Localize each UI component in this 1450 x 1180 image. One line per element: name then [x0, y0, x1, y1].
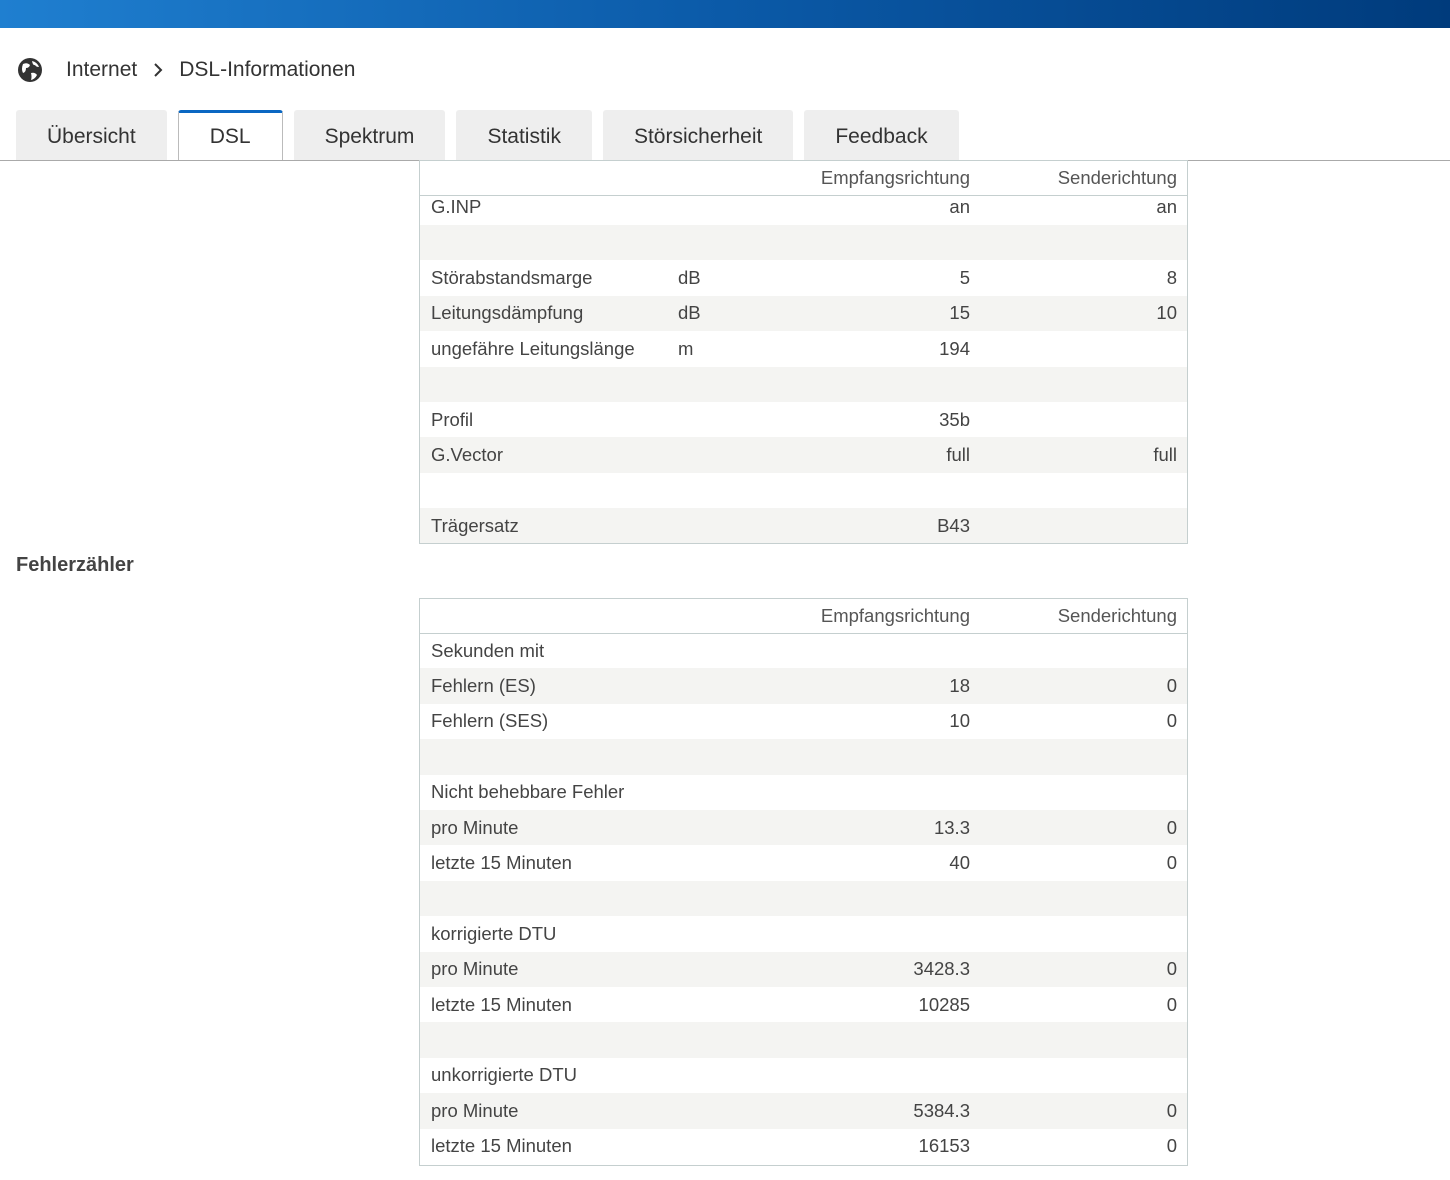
tab[interactable]: Störsicherheit — [602, 110, 794, 160]
cell-tx: 0 — [1166, 958, 1177, 980]
cell-tx: 0 — [1166, 993, 1177, 1015]
tab[interactable]: Feedback — [804, 110, 959, 160]
tab[interactable]: Spektrum — [293, 110, 446, 160]
cell-tx: 0 — [1166, 852, 1177, 874]
tab[interactable]: Statistik — [456, 110, 592, 160]
table-row: korrigierte DTU — [420, 916, 1187, 951]
table-row: letzte 15 Minuten 10285 0 — [420, 987, 1187, 1022]
cell-label: letzte 15 Minuten — [431, 852, 572, 874]
cell-label: Profil — [431, 408, 474, 430]
cell-label: G.INP — [431, 196, 482, 218]
header-rx: Empfangsrichtung — [820, 167, 970, 188]
spacer-row — [420, 880, 1187, 917]
cell-unit: dB — [678, 302, 701, 324]
table-row: G.INP an an — [420, 190, 1187, 225]
cell-rx: 3428.3 — [913, 958, 970, 980]
cell-label: Störabstandsmarge — [431, 266, 593, 288]
cell-tx: 10 — [1156, 302, 1177, 324]
cell-unit: m — [678, 337, 694, 359]
cell-label: Fehlern (SES) — [431, 710, 549, 732]
cell-label: ungefähre Leitungslänge — [431, 337, 635, 359]
cell-label: Nicht behebbare Fehler — [431, 781, 625, 803]
spacer-row — [420, 366, 1187, 402]
section-title: Fehlerzähler — [16, 554, 134, 576]
cell-label: letzte 15 Minuten — [431, 1135, 572, 1157]
table-row: Profil 35b — [420, 402, 1187, 437]
cell-label: pro Minute — [431, 1099, 519, 1121]
table-row: Leitungsdämpfung dB 15 10 — [420, 295, 1187, 332]
tab-bar: Übersicht DSL Spektrum Statistik Störsicherh… — [16, 110, 959, 161]
cell-tx: 0 — [1166, 1099, 1177, 1121]
table-row: pro Minute 3428.3 0 — [420, 951, 1187, 987]
cell-rx: full — [946, 443, 970, 465]
tab[interactable]: DSL — [177, 110, 283, 161]
top-bar — [0, 0, 1450, 28]
breadcrumb-separator — [154, 63, 163, 77]
cell-tx: 0 — [1166, 816, 1177, 838]
cell-label: unkorrigierte DTU — [431, 1064, 577, 1086]
table-row: Fehlern (ES) 18 0 — [420, 668, 1187, 704]
cell-tx: full — [1153, 443, 1177, 465]
table-row: Trägersatz B43 — [420, 508, 1187, 543]
table-row: G.Vector full full — [420, 437, 1187, 473]
table-row: pro Minute 5384.3 0 — [420, 1093, 1187, 1129]
header-rx: Empfangsrichtung — [820, 605, 970, 626]
cell-label: Sekunden mit — [431, 639, 545, 661]
table-row: pro Minute 13.3 0 — [420, 810, 1187, 846]
spacer-row — [420, 473, 1187, 508]
table-header: Empfangsrichtung Senderichtung — [420, 599, 1187, 634]
cell-rx: 35b — [939, 408, 970, 430]
breadcrumb: Internet DSL-Informationen — [16, 55, 355, 85]
cell-label: pro Minute — [431, 816, 519, 838]
cell-label: Trägersatz — [431, 514, 519, 536]
breadcrumb-item: DSL-Informationen — [179, 58, 356, 81]
dsl-table: G.INP an an Störabstandsmarge dB 5 8 Leitungsdä… — [419, 160, 1188, 544]
table-row: Nicht behebbare Fehler — [420, 775, 1187, 810]
cell-rx: 18 — [949, 675, 970, 697]
header-tx: Senderichtung — [1057, 167, 1177, 188]
table-row: Störabstandsmarge dB 5 8 — [420, 260, 1187, 295]
header-tx: Senderichtung — [1057, 605, 1177, 626]
tab[interactable]: Übersicht — [16, 110, 167, 160]
cell-rx: 5384.3 — [913, 1099, 970, 1121]
cell-rx: 40 — [949, 852, 970, 874]
spacer-row — [420, 1022, 1187, 1058]
spacer-row — [420, 224, 1187, 261]
table-row: unkorrigierte DTU — [420, 1058, 1187, 1093]
globe-icon — [18, 58, 42, 82]
cell-tx: an — [1156, 196, 1177, 218]
table-row: letzte 15 Minuten 40 0 — [420, 845, 1187, 880]
cell-label: Leitungsdämpfung — [431, 302, 584, 324]
table-row: Fehlern (SES) 10 0 — [420, 704, 1187, 739]
cell-rx: B43 — [937, 514, 970, 536]
cell-tx: 0 — [1166, 1135, 1177, 1157]
error-counter-table: Sekunden mit Fehlern (ES) 18 0 Fehlern (SES)… — [419, 598, 1188, 1166]
cell-tx: 0 — [1166, 675, 1177, 697]
cell-label: G.Vector — [431, 443, 503, 465]
cell-rx: 13.3 — [933, 816, 970, 838]
cell-tx: 8 — [1166, 266, 1177, 288]
cell-label: Fehlern (ES) — [431, 675, 536, 697]
cell-rx: an — [949, 196, 970, 218]
cell-rx: 194 — [939, 337, 970, 359]
cell-label: letzte 15 Minuten — [431, 993, 572, 1015]
cell-label: korrigierte DTU — [431, 922, 557, 944]
cell-unit: dB — [678, 266, 701, 288]
cell-rx: 10 — [949, 710, 970, 732]
cell-rx: 10285 — [918, 993, 970, 1015]
cell-tx: 0 — [1166, 710, 1177, 732]
spacer-row — [420, 739, 1187, 775]
table-header: Empfangsrichtung Senderichtung — [420, 161, 1187, 196]
cell-rx: 15 — [949, 302, 970, 324]
table-row: ungefähre Leitungslänge m 194 — [420, 331, 1187, 366]
cell-rx: 16153 — [918, 1135, 970, 1157]
table-row: Sekunden mit — [420, 633, 1187, 668]
cell-label: pro Minute — [431, 958, 519, 980]
cell-rx: 5 — [959, 266, 970, 288]
table-row: letzte 15 Minuten 16153 0 — [420, 1129, 1187, 1164]
breadcrumb-item[interactable]: Internet — [66, 58, 138, 81]
